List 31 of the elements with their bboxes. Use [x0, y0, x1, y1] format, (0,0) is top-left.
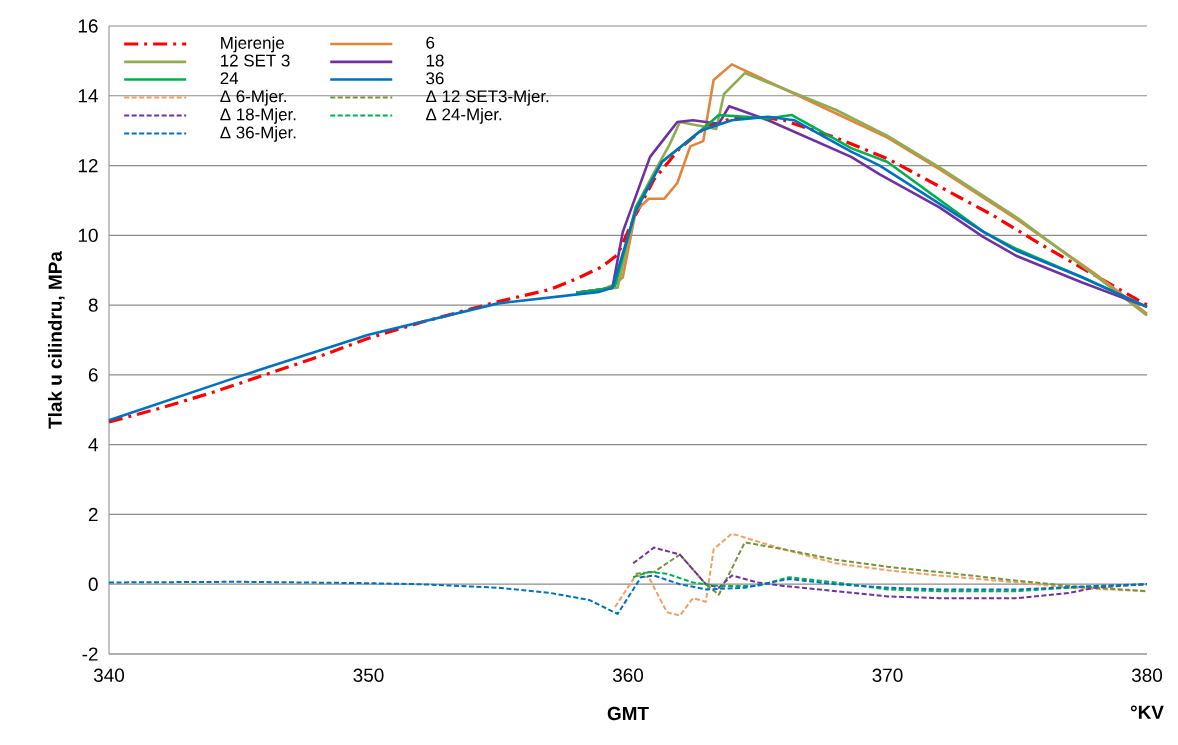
- y-tick-label: -2: [82, 647, 98, 661]
- y-axis-title: Tlak u cilindru, MPa: [47, 251, 65, 429]
- legend-label: Δ 12 SET3-Mjer.: [426, 89, 549, 106]
- legend-label: Mjerenje: [221, 36, 284, 53]
- x-tick-label: 380: [1131, 668, 1163, 682]
- y-tick-label: 10: [78, 228, 98, 243]
- legend-label: 18: [426, 54, 444, 67]
- y-tick-label: 8: [88, 298, 98, 312]
- legend-label: 12 SET 3: [221, 54, 290, 67]
- x-tick-label: 350: [353, 668, 384, 682]
- legend-label: 6: [426, 36, 435, 49]
- x-tick-label: 340: [93, 668, 125, 682]
- x-axis-title: GMT: [607, 706, 649, 721]
- legend-label: Δ 18-Mjer.: [220, 107, 296, 124]
- line-series: [108, 574, 1148, 615]
- text: °KV: [1130, 705, 1164, 719]
- legend-label: Δ 6-Mjer.: [220, 89, 286, 106]
- legend-label: Δ 36-Mjer.: [220, 126, 296, 142]
- legend-label: 36: [426, 72, 444, 85]
- y-tick-label: 6: [88, 368, 98, 382]
- y-tick-label: 2: [88, 507, 98, 522]
- x-tick-label: 360: [612, 668, 644, 682]
- y-tick-label: 12: [78, 158, 98, 173]
- x-tick-label: 370: [872, 668, 903, 682]
- y-tick-label: 16: [78, 19, 98, 33]
- y-tick-label: 0: [88, 577, 98, 591]
- y-tick-label: 14: [78, 89, 98, 103]
- y-tick-label: 4: [88, 438, 98, 452]
- legend-label: 24: [220, 72, 239, 85]
- line-series: [614, 532, 1148, 617]
- legend-label: Δ 24-Mjer.: [426, 107, 502, 124]
